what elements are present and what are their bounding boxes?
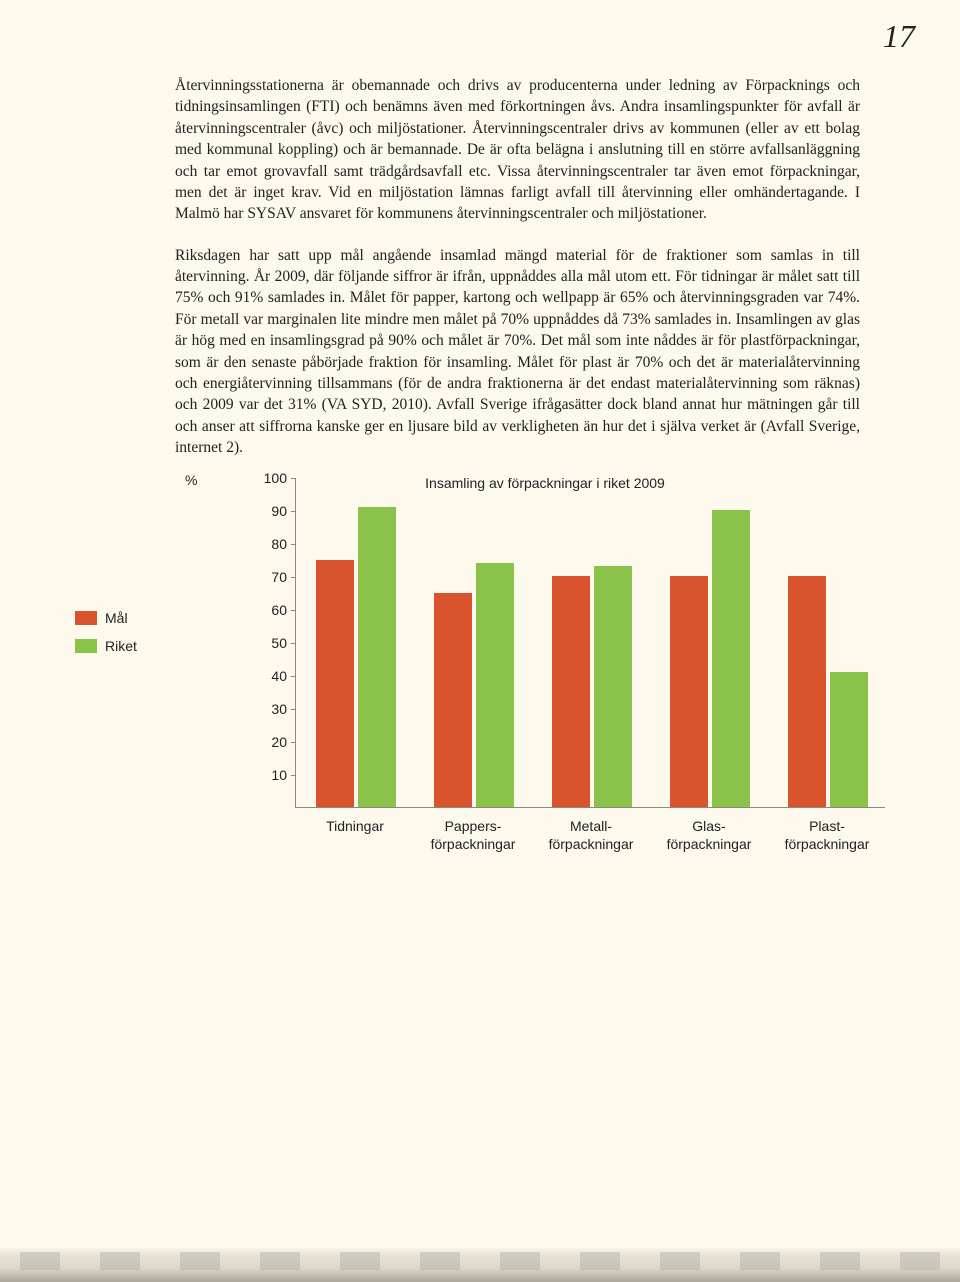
paragraph-1: Återvinningsstationerna är obemannade oc…	[175, 75, 860, 225]
bar-mål	[316, 560, 354, 808]
y-tick-label: 50	[271, 635, 287, 651]
y-tick-label: 100	[264, 470, 287, 486]
bar-riket	[712, 510, 750, 807]
y-tick-label: 90	[271, 503, 287, 519]
y-tick-label: 20	[271, 734, 287, 750]
y-tick-label: 30	[271, 701, 287, 717]
y-axis-label: %	[185, 472, 197, 488]
legend-swatch-riket	[75, 639, 97, 653]
chart-legend: Mål Riket	[75, 610, 137, 666]
bar-mål	[434, 593, 472, 808]
bar-riket	[476, 563, 514, 807]
y-tick-label: 60	[271, 602, 287, 618]
x-axis-label: Glas-förpackningar	[654, 818, 764, 853]
y-tick-label: 80	[271, 536, 287, 552]
x-axis-label: Tidningar	[300, 818, 410, 836]
bar-riket	[594, 566, 632, 807]
legend-item-riket: Riket	[75, 638, 137, 654]
y-axis: 100908070605040302010	[245, 478, 295, 808]
bar-riket	[358, 507, 396, 807]
bar-mål	[788, 576, 826, 807]
text-content: Återvinningsstationerna är obemannade oc…	[0, 0, 960, 458]
bar-mål	[670, 576, 708, 807]
x-axis-label: Metall-förpackningar	[536, 818, 646, 853]
bar-mål	[552, 576, 590, 807]
paragraph-2: Riksdagen har satt upp mål angående insa…	[175, 245, 860, 459]
y-tick-label: 40	[271, 668, 287, 684]
page-number: 17	[883, 18, 915, 55]
y-tick-label: 70	[271, 569, 287, 585]
legend-label: Riket	[105, 638, 137, 654]
legend-item-mal: Mål	[75, 610, 137, 626]
bar-riket	[830, 672, 868, 807]
x-axis-label: Plast-förpackningar	[772, 818, 882, 853]
x-axis-label: Pappers-förpackningar	[418, 818, 528, 853]
chart-plot	[295, 478, 885, 808]
footer-decoration	[0, 1247, 960, 1282]
y-tick-label: 10	[271, 767, 287, 783]
legend-label: Mål	[105, 610, 128, 626]
legend-swatch-mal	[75, 611, 97, 625]
